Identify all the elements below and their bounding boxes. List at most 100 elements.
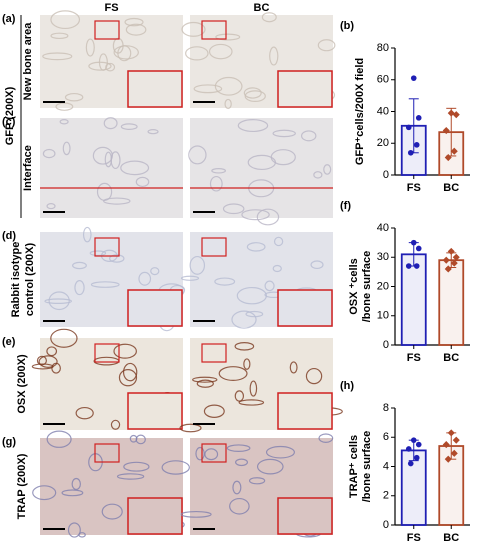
tissue: [196, 379, 214, 388]
tissue: [120, 160, 150, 176]
tissue: [265, 445, 295, 459]
y-tick-label: 20: [377, 280, 389, 292]
tissue: [38, 355, 58, 368]
y-axis-label: /bone surface: [361, 431, 373, 503]
tissue: [248, 477, 266, 485]
data-point: [407, 460, 414, 467]
data-point: [442, 441, 450, 449]
tissue: [116, 473, 145, 480]
data-point: [405, 263, 412, 269]
y-tick-label: 20: [377, 137, 389, 149]
tissue: [46, 346, 58, 357]
inset-box: [201, 237, 227, 257]
y-tick-label: 80: [377, 42, 389, 54]
tissue: [224, 98, 232, 110]
panel-label: (a): [2, 13, 16, 25]
tissue: [125, 23, 147, 36]
tissue: [103, 197, 131, 205]
tissue: [59, 118, 69, 125]
tissue: [323, 164, 332, 175]
bar: [438, 259, 465, 346]
tissue: [234, 342, 255, 351]
tissue: [185, 46, 209, 61]
tissue: [32, 485, 57, 501]
data-point: [452, 253, 460, 261]
tissue: [180, 275, 200, 281]
tissue: [110, 151, 121, 170]
tissue: [180, 510, 212, 518]
panel-label: (e): [2, 336, 16, 348]
tissue: [238, 399, 265, 406]
tissue: [188, 145, 207, 165]
row-label: TRAP (200X): [16, 453, 28, 519]
bar: [400, 449, 427, 526]
tissue: [208, 43, 233, 60]
data-point: [410, 437, 417, 443]
x-tick-label: FS: [407, 352, 421, 364]
tissue: [231, 310, 257, 329]
tissue: [264, 280, 275, 292]
data-point: [447, 429, 455, 437]
tissue: [192, 376, 218, 383]
zoom-box: [277, 392, 333, 430]
data-point: [415, 245, 422, 252]
tissue: [249, 380, 258, 397]
y-axis-label: TRAP⁺ cells: [348, 435, 360, 498]
data-point: [444, 265, 452, 273]
data-point: [405, 124, 412, 131]
row-label: Rabbit isotype: [10, 242, 22, 318]
histology-image: [190, 118, 333, 218]
data-point: [444, 154, 452, 162]
data-point: [410, 75, 417, 81]
tissue: [317, 39, 336, 52]
tissue: [44, 298, 73, 305]
data-point: [407, 149, 414, 156]
y-tick-label: 2: [383, 490, 389, 502]
data-point: [450, 449, 458, 457]
y-axis-label: GFP⁺cells/200X field: [354, 58, 366, 165]
tissue: [313, 171, 323, 179]
inset-box: [201, 443, 227, 463]
row-label: control (200X): [24, 242, 36, 316]
tissue: [234, 390, 245, 402]
tissue: [46, 430, 72, 448]
panel-label: (g): [2, 436, 16, 448]
tissue: [110, 419, 121, 430]
tissue: [237, 119, 269, 133]
y-tick-label: 8: [383, 402, 389, 414]
inset-box: [201, 343, 227, 363]
tissue: [203, 404, 225, 418]
tissue: [209, 175, 223, 192]
y-tick-label: 40: [377, 222, 389, 234]
tissue: [50, 10, 81, 30]
tissue: [310, 260, 324, 270]
x-tick-label: BC: [443, 352, 459, 364]
panel-label: (c): [2, 116, 16, 128]
row-label: New bone area: [22, 22, 34, 101]
panel-label: (d): [2, 230, 16, 242]
tissue: [161, 460, 190, 475]
tissue: [64, 92, 84, 102]
tissue: [105, 62, 116, 72]
tissue: [50, 32, 69, 40]
zoom-box: [277, 70, 333, 108]
tissue: [85, 38, 95, 57]
tissue: [229, 497, 250, 515]
tissue: [181, 21, 206, 37]
group-label: GFP (200X): [4, 86, 16, 145]
tissue: [50, 328, 78, 348]
tissue: [74, 280, 85, 296]
x-tick-label: FS: [407, 532, 421, 544]
tissue: [246, 242, 266, 252]
tissue: [300, 130, 317, 142]
zoom-box: [277, 289, 333, 327]
data-point: [442, 127, 450, 135]
tissue: [222, 203, 245, 215]
tissue: [204, 448, 219, 461]
tissue: [122, 362, 138, 382]
tissue: [109, 254, 125, 263]
tissue: [244, 90, 266, 103]
tissue: [78, 532, 86, 538]
tissue: [150, 267, 160, 276]
